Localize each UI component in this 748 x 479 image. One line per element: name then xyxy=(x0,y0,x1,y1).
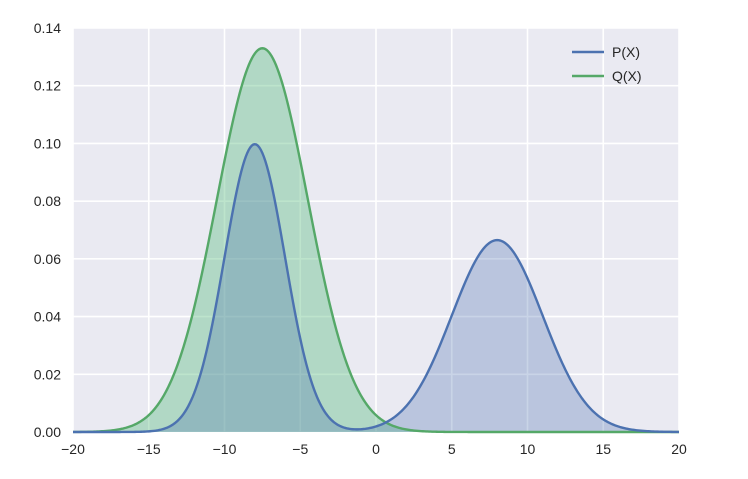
y-tick-label: 0.14 xyxy=(34,20,61,36)
x-tick-label: 5 xyxy=(448,441,456,457)
x-tick-label: 20 xyxy=(671,441,687,457)
x-tick-label: −20 xyxy=(61,441,85,457)
y-tick-label: 0.04 xyxy=(34,309,61,325)
legend-label-p: P(X) xyxy=(612,44,640,60)
y-tick-label: 0.00 xyxy=(34,424,61,440)
legend: P(X) Q(X) xyxy=(572,44,642,84)
series-line-q xyxy=(73,47,679,434)
legend-label-q: Q(X) xyxy=(612,68,642,84)
x-tick-label: 15 xyxy=(595,441,611,457)
y-tick-label: 0.02 xyxy=(34,366,61,382)
x-tick-label: 0 xyxy=(372,441,380,457)
x-tick-label: −10 xyxy=(213,441,237,457)
y-tick-labels: 0.00 0.02 0.04 0.06 0.08 0.10 0.12 0.14 xyxy=(34,20,61,440)
x-tick-labels: −20 −15 −10 −5 0 5 10 15 20 xyxy=(61,441,687,457)
series-lines xyxy=(73,47,680,434)
area-fill-p xyxy=(73,144,679,432)
series-line-p xyxy=(73,142,680,434)
y-tick-label: 0.12 xyxy=(34,78,61,94)
area-fills xyxy=(73,48,679,432)
x-tick-label: 10 xyxy=(520,441,536,457)
y-tick-label: 0.10 xyxy=(34,135,61,151)
y-tick-label: 0.06 xyxy=(34,251,61,267)
x-tick-label: −5 xyxy=(292,441,308,457)
x-tick-label: −15 xyxy=(137,441,161,457)
y-tick-label: 0.08 xyxy=(34,193,61,209)
area-fill-q xyxy=(73,48,679,432)
